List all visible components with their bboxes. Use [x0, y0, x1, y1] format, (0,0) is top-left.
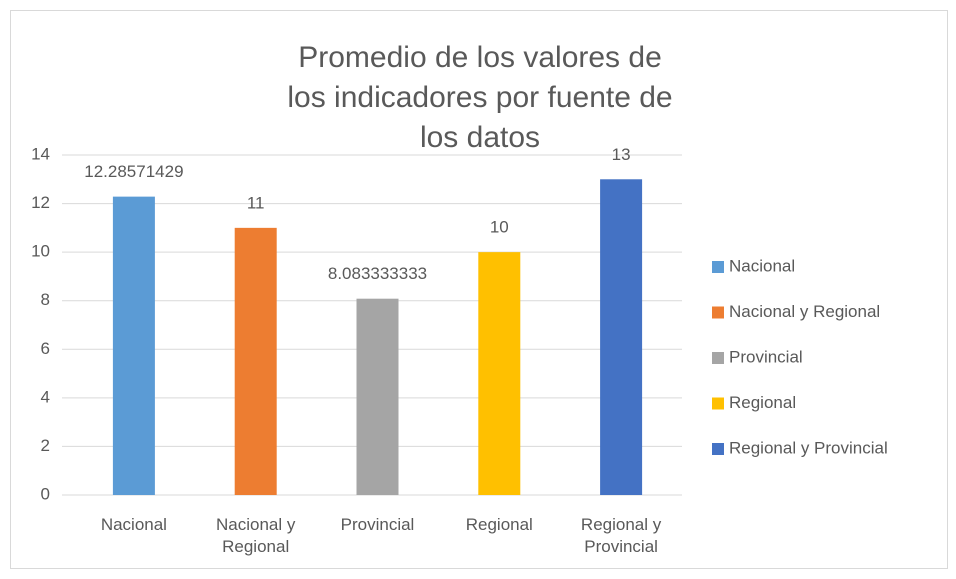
y-tick-label: 4	[41, 387, 50, 406]
data-label: 11	[247, 193, 265, 212]
legend-swatch	[712, 397, 724, 410]
x-tick-label: Nacional	[100, 515, 167, 534]
legend-label: Regional	[729, 393, 796, 412]
x-tick-label: Provincial	[340, 515, 415, 534]
legend-label: Provincial	[729, 347, 803, 366]
y-tick-label: 0	[41, 484, 50, 503]
bar	[356, 298, 399, 495]
legend-swatch	[712, 306, 724, 319]
x-tick-label: Regional y Provincial	[580, 515, 662, 556]
data-label: 10	[490, 218, 509, 237]
y-tick-label: 2	[41, 436, 50, 455]
y-tick-label: 12	[31, 193, 50, 212]
y-tick-label: 8	[41, 290, 50, 309]
data-label: 8.083333333	[328, 264, 427, 283]
legend-label: Regional y Provincial	[729, 438, 888, 457]
y-tick-label: 14	[31, 144, 50, 163]
y-tick-label: 10	[31, 242, 50, 261]
bar	[112, 196, 155, 495]
bar	[600, 179, 643, 496]
chart-title: Promedio de los valores de los indicador…	[287, 41, 673, 154]
y-tick-label: 6	[41, 339, 50, 358]
legend-label: Nacional y Regional	[729, 302, 880, 321]
bar	[234, 227, 277, 495]
legend-swatch	[712, 261, 724, 273]
bar	[478, 252, 521, 495]
data-label: 12.28571429	[84, 162, 183, 181]
x-tick-label: Nacional y Regional	[216, 515, 296, 556]
x-tick-label: Regional	[465, 515, 533, 534]
legend-label: Nacional	[729, 256, 795, 275]
legend-swatch	[712, 352, 724, 364]
data-label: 13	[612, 145, 631, 164]
legend-swatch	[712, 443, 724, 455]
